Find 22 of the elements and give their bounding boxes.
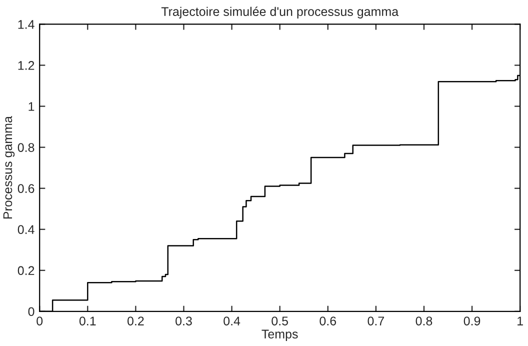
x-tick-label: 0.8 [416, 316, 432, 326]
y-tick-label: 0.2 [18, 266, 34, 276]
x-tick-label: 0.5 [272, 316, 288, 326]
x-tick-label: 0.7 [368, 316, 384, 326]
x-tick-label: 0.9 [464, 316, 480, 326]
y-tick-label: 1 [28, 102, 34, 111]
y-tick-label: 0.8 [18, 143, 34, 152]
x-tick-label: 0.2 [127, 316, 144, 326]
x-tick-label: 0.6 [320, 316, 336, 326]
x-tick-label: 0.4 [224, 316, 240, 326]
x-tick-label: 0.1 [79, 316, 96, 326]
y-tick-label: 1.4 [18, 20, 34, 29]
y-tick-label: 0.4 [18, 225, 34, 234]
y-tick-label: 0.6 [18, 184, 34, 193]
y-tick-label: 0 [28, 307, 34, 316]
chart-title: Trajectoire simulée d'un processus gamma [161, 6, 399, 18]
y-tick-label: 1.2 [18, 61, 34, 70]
x-tick-label: 0 [36, 316, 43, 326]
y-axis-title: Processus gamma [3, 116, 15, 219]
x-tick-label: 0.3 [176, 316, 192, 326]
x-axis-title: Temps [262, 330, 298, 341]
x-tick-label: 1 [518, 316, 523, 326]
